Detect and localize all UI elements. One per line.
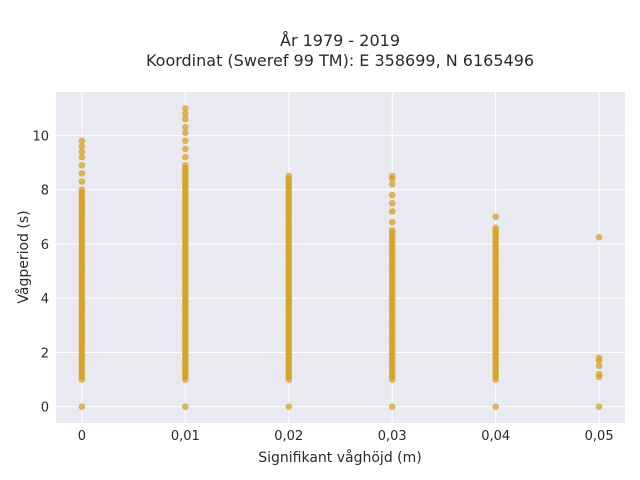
data-point: [182, 161, 189, 169]
chart-title-line-1: År 1979 - 2019: [280, 31, 400, 50]
data-point: [182, 115, 189, 123]
data-points: [78, 104, 603, 411]
y-tick-label: 0: [41, 401, 49, 416]
y-axis-title: Vågperiod (s): [15, 210, 32, 303]
y-tick-label: 6: [41, 238, 49, 253]
data-point: [388, 227, 396, 234]
data-point: [388, 172, 396, 180]
data-point: [78, 403, 86, 411]
data-point: [285, 403, 293, 411]
data-point: [78, 142, 86, 150]
data-point: [182, 403, 189, 411]
x-axis-title: Signifikant våghöjd (m): [258, 449, 421, 466]
x-tick-label: 0: [78, 429, 86, 444]
x-tick-label: 0,05: [585, 429, 614, 444]
data-point: [182, 129, 189, 136]
data-point: [595, 370, 603, 378]
data-point: [78, 178, 86, 185]
y-tick-label: 4: [41, 292, 49, 307]
x-tick-label: 0,04: [481, 429, 510, 444]
data-point: [182, 104, 189, 112]
data-point: [388, 218, 396, 226]
data-point: [182, 145, 189, 153]
y-tick-label: 8: [41, 184, 49, 199]
data-point: [595, 403, 603, 411]
data-point: [182, 153, 189, 161]
data-point: [182, 123, 189, 131]
data-point: [492, 213, 499, 221]
data-point: [595, 233, 603, 241]
data-point: [78, 170, 86, 177]
data-point: [182, 110, 189, 118]
chart-title-line-2: Koordinat (Sweref 99 TM): E 358699, N 61…: [146, 51, 534, 70]
data-point: [388, 403, 396, 411]
data-point: [78, 161, 86, 169]
data-point: [388, 180, 396, 188]
x-tick-label: 0,03: [378, 429, 407, 444]
data-point: [182, 137, 189, 145]
y-tick-label: 10: [32, 129, 49, 144]
x-axis-ticks: 0 0,01 0,02 0,03 0,04 0,05: [78, 429, 614, 444]
data-point: [492, 403, 499, 411]
x-tick-label: 0,02: [274, 429, 303, 444]
y-axis-ticks: 0 2 4 6 8 10: [32, 129, 49, 415]
data-point: [388, 191, 396, 199]
data-point: [285, 172, 293, 180]
data-point: [492, 224, 499, 231]
plot-area: [56, 92, 625, 423]
data-point: [78, 148, 86, 155]
x-tick-label: 0,01: [171, 429, 200, 444]
data-point: [78, 153, 86, 161]
data-point: [388, 199, 396, 207]
data-point: [78, 137, 86, 145]
data-point: [595, 354, 603, 362]
data-point: [78, 186, 86, 193]
data-point: [595, 362, 603, 370]
y-tick-label: 2: [41, 346, 49, 361]
data-point: [388, 208, 396, 215]
